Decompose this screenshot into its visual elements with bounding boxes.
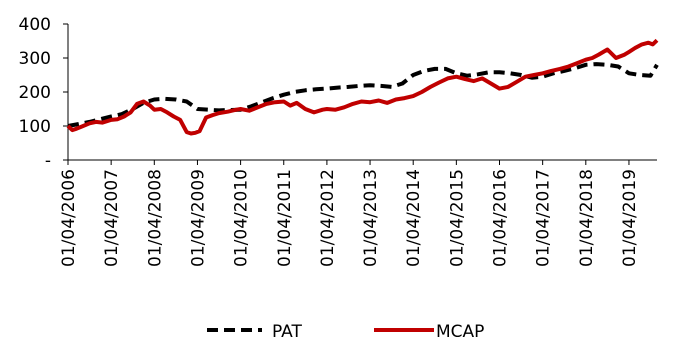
x-tick-label: 01/04/2017 [534, 169, 554, 267]
x-tick-label: 01/04/2016 [491, 169, 511, 267]
plot-area [66, 38, 659, 136]
series-line-pat [67, 62, 659, 128]
legend: PAT MCAP [207, 322, 484, 340]
x-tick-label: 01/04/2018 [577, 169, 597, 267]
y-axis: - 100 200 300 400 [19, 15, 69, 171]
x-axis: 01/04/2006 01/04/2007 01/04/2008 01/04/2009… [59, 159, 657, 267]
y-tick-label: 200 [19, 83, 51, 103]
x-tick-label: 01/04/2008 [145, 169, 165, 267]
x-tick-label: 01/04/2012 [318, 169, 338, 267]
legend-label-mcap: MCAP [436, 322, 484, 340]
legend-label-pat: PAT [272, 322, 302, 340]
y-tick-label: 300 [19, 49, 51, 69]
x-tick-label: 01/04/2013 [361, 169, 381, 267]
x-tick-label: 01/04/2019 [620, 169, 640, 267]
y-tick-label: 100 [19, 117, 51, 137]
x-tick-label: 01/04/2015 [447, 169, 467, 267]
x-tick-label: 01/04/2006 [59, 169, 79, 267]
x-tick-label: 01/04/2011 [275, 169, 295, 267]
x-tick-label: 01/04/2014 [404, 169, 424, 267]
y-tick-label: - [45, 151, 51, 171]
x-tick-label: 01/04/2007 [102, 169, 122, 267]
series-line-mcap [66, 38, 659, 136]
x-tick-label: 01/04/2009 [188, 169, 208, 267]
x-tick-label: 01/04/2010 [232, 169, 252, 267]
y-tick-label: 400 [19, 15, 51, 35]
